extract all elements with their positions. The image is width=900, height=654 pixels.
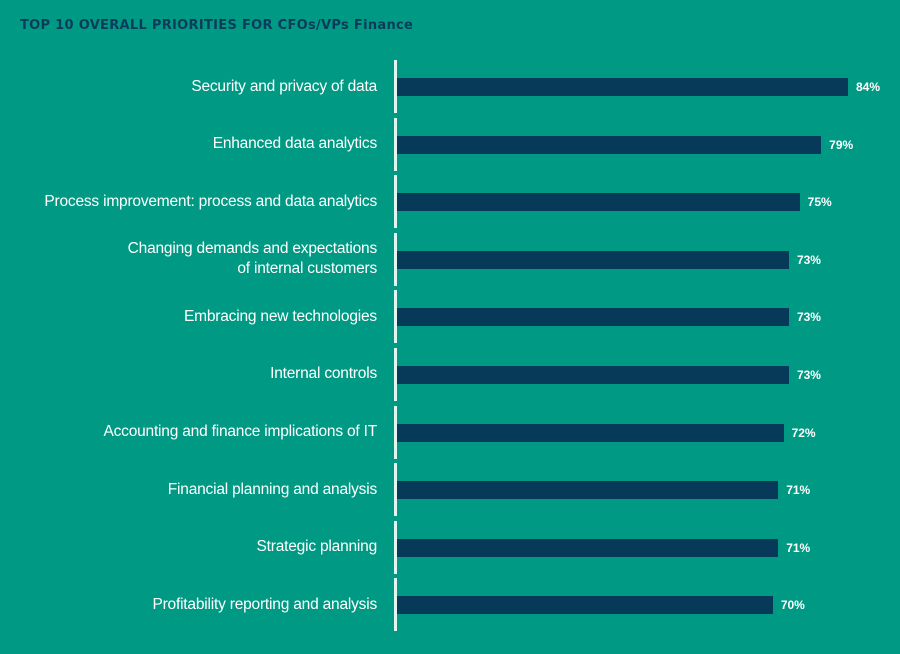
- axis-segment: [394, 290, 397, 344]
- chart-row: Profitability reporting and analysis 70%: [0, 578, 900, 636]
- chart-row: Embracing new technologies 73%: [0, 290, 900, 348]
- category-label: Embracing new technologies: [184, 307, 377, 325]
- bar: [397, 78, 848, 96]
- chart-title: TOP 10 OVERALL PRIORITIES FOR CFOs/VPs F…: [20, 18, 414, 33]
- axis-segment: [394, 60, 397, 113]
- value-label: 70%: [780, 598, 805, 613]
- category-label: Profitability reporting and analysis: [152, 595, 377, 613]
- category-label: Process improvement: process and data an…: [44, 192, 377, 210]
- value-label: 84%: [856, 80, 881, 94]
- chart-row: Accounting and finance implications of I…: [0, 405, 900, 464]
- axis-segment: [394, 347, 397, 401]
- chart-row: Financial planning and analysis 71%: [0, 463, 900, 521]
- value-label: 71%: [786, 483, 811, 498]
- axis-segment: [394, 175, 397, 229]
- axis-segment: [394, 232, 397, 286]
- bar: [397, 250, 789, 269]
- bar: [397, 481, 779, 500]
- axis-segment: [394, 405, 397, 459]
- category-label: Changing demands and expectations of int…: [127, 240, 378, 278]
- chart-row: Security and privacy of data 84%: [0, 60, 900, 118]
- bar: [397, 423, 784, 442]
- category-label: Financial planning and analysis: [167, 480, 377, 498]
- chart-row: Internal controls 73%: [0, 347, 900, 406]
- bar: [397, 538, 779, 557]
- bar: [397, 596, 773, 615]
- category-label: Enhanced data analytics: [212, 135, 377, 153]
- value-label: 72%: [791, 425, 816, 440]
- bar: [397, 135, 822, 154]
- category-label: Internal controls: [270, 365, 377, 383]
- axis-segment: [394, 463, 397, 517]
- bar-chart: Security and privacy of data 84% Enhance…: [0, 60, 900, 636]
- chart-row: Strategic planning 71%: [0, 520, 900, 579]
- value-label: 73%: [796, 310, 821, 325]
- bar: [397, 193, 800, 212]
- chart-row: Changing demands and expectations of int…: [0, 232, 900, 291]
- axis-segment: [394, 578, 397, 632]
- category-label: Accounting and finance implications of I…: [103, 423, 377, 441]
- category-label: Security and privacy of data: [191, 77, 377, 95]
- value-label: 73%: [796, 367, 821, 382]
- chart-row: Process improvement: process and data an…: [0, 175, 900, 233]
- category-label: Strategic planning: [256, 538, 378, 556]
- axis-segment: [394, 117, 397, 171]
- value-label: 75%: [807, 195, 832, 210]
- value-label: 79%: [829, 137, 854, 152]
- bar: [397, 365, 789, 384]
- value-label: 73%: [796, 252, 821, 267]
- chart-row: Enhanced data analytics 79%: [0, 117, 900, 176]
- bar: [397, 308, 789, 327]
- value-label: 71%: [786, 540, 811, 555]
- axis-segment: [394, 520, 397, 574]
